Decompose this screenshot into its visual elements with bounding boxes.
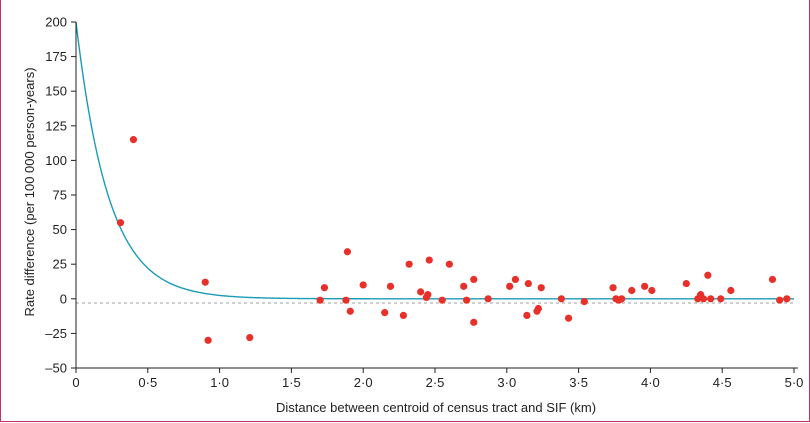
- y-axis-label: Rate difference (per 100 000 person-year…: [22, 67, 37, 316]
- data-point: [768, 275, 777, 284]
- data-point: [580, 297, 588, 306]
- y-tick-label: 75: [53, 188, 67, 203]
- data-point: [405, 260, 413, 268]
- x-tick-label: 0·5: [138, 375, 157, 390]
- data-point: [201, 278, 209, 286]
- x-tick-label: 4·5: [713, 375, 732, 390]
- data-point: [557, 295, 565, 303]
- data-point: [129, 136, 138, 144]
- x-tick-label: 2·5: [426, 375, 445, 390]
- data-point: [618, 295, 626, 303]
- data-point: [699, 295, 708, 303]
- data-point: [346, 307, 354, 315]
- data-point: [704, 271, 712, 279]
- x-tick-label: 1·5: [282, 375, 301, 390]
- y-tick-label: –50: [45, 361, 67, 376]
- y-tick-label: 0: [60, 291, 67, 306]
- data-point: [417, 288, 425, 296]
- data-point: [381, 309, 389, 317]
- ticks: 0 0·5 1·0 1·5 2·0 2·5 3·0 3·5 4·0 4·5 5·0 200 175 150…: [45, 15, 803, 391]
- data-point: [537, 284, 545, 292]
- data-point: [320, 284, 329, 292]
- y-tick-label: 125: [45, 118, 67, 133]
- data-point: [609, 284, 617, 292]
- x-tick-label: 3·0: [497, 375, 516, 390]
- data-point: [506, 282, 514, 290]
- data-point: [707, 295, 715, 303]
- y-tick-label: –25: [45, 326, 67, 341]
- data-point: [425, 256, 433, 264]
- data-point: [628, 286, 636, 295]
- x-tick-label: 2·0: [354, 375, 373, 390]
- y-tick-label: 175: [45, 49, 67, 64]
- data-point: [470, 318, 478, 326]
- data-point: [470, 275, 478, 284]
- y-tick-label: 150: [45, 84, 67, 99]
- data-point: [343, 248, 352, 256]
- data-point: [717, 295, 725, 303]
- data-points: [116, 136, 791, 344]
- data-point: [386, 282, 395, 290]
- y-tick-label: 50: [53, 222, 67, 237]
- data-point: [484, 295, 492, 303]
- x-tick-label: 1·0: [210, 375, 229, 390]
- data-point: [682, 279, 690, 288]
- data-point: [445, 260, 453, 268]
- x-tick-label: 4·0: [641, 375, 660, 390]
- y-tick-label: 25: [53, 257, 67, 272]
- data-point: [246, 333, 254, 342]
- data-point: [204, 336, 212, 344]
- data-point: [424, 291, 432, 299]
- data-point: [641, 282, 649, 290]
- data-point: [438, 296, 446, 304]
- y-tick-label: 100: [45, 153, 67, 168]
- x-tick-label: 3·5: [569, 375, 588, 390]
- y-tick-label: 200: [45, 15, 67, 30]
- x-tick-label: 0: [72, 375, 79, 390]
- data-point: [460, 282, 468, 290]
- data-point: [523, 311, 531, 320]
- data-point: [462, 296, 471, 304]
- x-tick-label: 5·0: [785, 375, 804, 390]
- data-point: [511, 275, 520, 284]
- data-point: [564, 314, 573, 322]
- data-point: [359, 281, 367, 289]
- data-point: [524, 279, 532, 288]
- data-point: [399, 311, 408, 320]
- data-point: [316, 296, 324, 304]
- data-point: [783, 295, 791, 303]
- x-axis-label: Distance between centroid of census trac…: [276, 400, 596, 415]
- data-point: [727, 286, 735, 295]
- plot-area: [75, 21, 794, 304]
- data-point: [776, 296, 784, 304]
- fitted-curve: [75, 21, 794, 300]
- data-point: [534, 304, 542, 313]
- axes: [75, 22, 798, 369]
- data-point: [648, 286, 656, 295]
- data-point: [342, 296, 350, 304]
- data-point: [116, 219, 125, 227]
